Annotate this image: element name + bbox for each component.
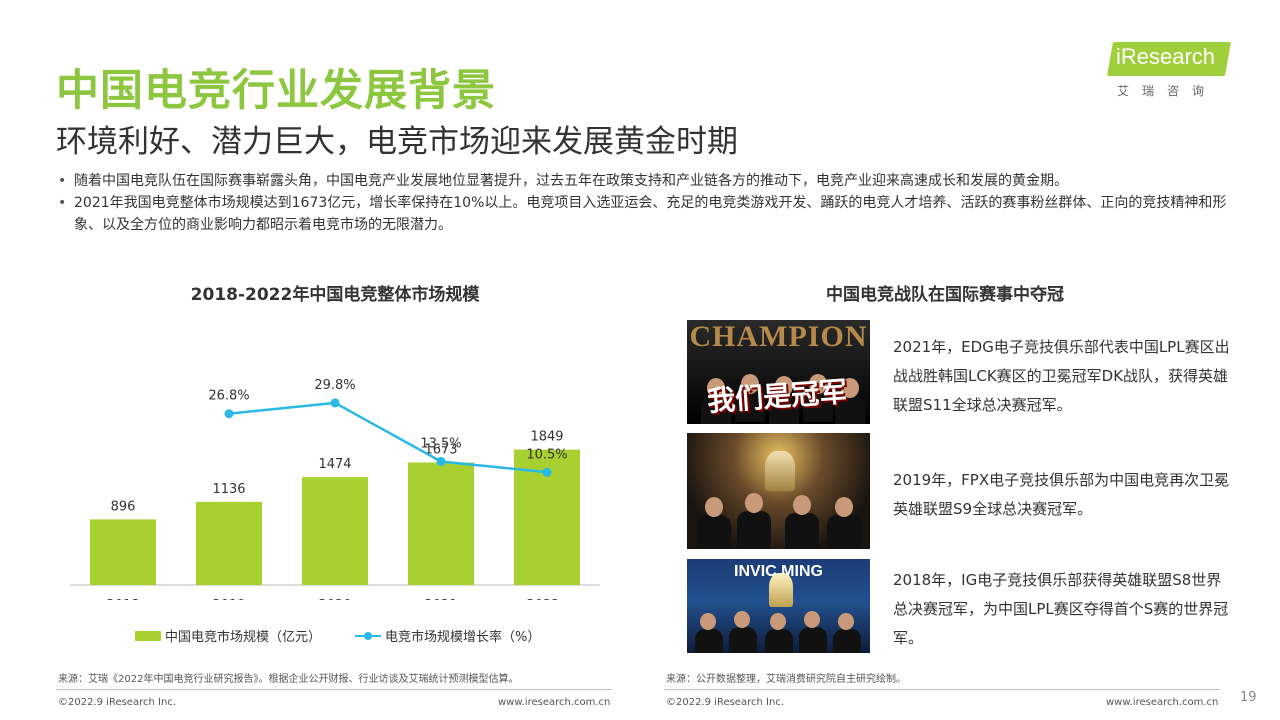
right-section-title: 中国电竞战队在国际赛事中夺冠 — [826, 285, 1064, 305]
bar-label-2020: 1474 — [318, 457, 351, 472]
copyright-left: ©2022.9 iResearch Inc. — [58, 697, 176, 708]
copyright-right: ©2022.9 iResearch Inc. — [666, 697, 784, 708]
bar-label-2019: 1136 — [212, 482, 245, 497]
rate-point-2022e — [542, 467, 552, 477]
logo-brand: iResearch — [1116, 44, 1216, 69]
bar-label-2022e: 1849 — [530, 430, 563, 445]
x-tick-2021: 2021 — [424, 598, 457, 600]
page-subtitle: 环境利好、潜力巨大，电竞市场迎来发展黄金时期 — [56, 124, 738, 160]
edg-champion-photo: CHAMPION 我们是冠军 — [687, 320, 870, 424]
url-right[interactable]: www.iresearch.com.cn — [1106, 697, 1219, 708]
photo-people — [687, 374, 870, 424]
summary-bullets: 随着中国电竞队伍在国际赛事崭露头角，中国电竞产业发展地位显著提升，过去五年在政策… — [58, 170, 1248, 236]
ig-champion-photo: INVIC MING — [687, 559, 870, 653]
rate-label-2019: 26.8% — [208, 389, 249, 404]
footer-divider-right — [664, 689, 1220, 690]
legend-bar-swatch — [135, 630, 161, 641]
url-left[interactable]: www.iresearch.com.cn — [498, 697, 611, 708]
photo-people — [687, 489, 870, 549]
photo-banner-text: INVIC MING — [734, 563, 823, 580]
bar-2019 — [196, 501, 262, 585]
growth-rate-line — [228, 401, 548, 474]
rate-label-2022e: 10.5% — [526, 447, 567, 462]
footer-divider-left — [56, 689, 612, 690]
bar-2018 — [90, 519, 156, 585]
bullet-item: 随着中国电竞队伍在国际赛事崭露头角，中国电竞产业发展地位显著提升，过去五年在政策… — [58, 170, 1248, 192]
x-tick-2020: 2020 — [318, 598, 351, 600]
page-number: 19 — [1240, 690, 1257, 705]
legend-line-swatch — [355, 631, 382, 641]
bar-label-2018: 896 — [111, 499, 136, 514]
bar-2021 — [408, 462, 474, 585]
fpx-description: 2019年，FPX电子竞技俱乐部为中国电竞再次卫冕英雄联盟S9全球总决赛冠军。 — [893, 471, 1230, 518]
edg-description: 2021年，EDG电子竞技俱乐部代表中国LPL赛区出战战胜韩国LCK赛区的卫冕冠… — [893, 338, 1230, 414]
bullet-item: 2021年我国电竞整体市场规模达到1673亿元，增长率保持在10%以上。电竞项目… — [58, 192, 1248, 236]
market-size-chart: 896 2018 1136 2019 1474 2020 1673 2021 1849 2022e… — [70, 378, 600, 600]
iresearch-logo: iResearch 艾瑞咨询 — [1107, 42, 1235, 100]
ig-description: 2018年，IG电子竞技俱乐部获得英雄联盟S8世界总决赛冠军，为中国LPL赛区夺… — [893, 571, 1229, 647]
page-title: 中国电竞行业发展背景 — [56, 66, 496, 116]
rate-label-2020: 29.8% — [314, 378, 355, 393]
x-tick-2018: 2018 — [106, 598, 139, 600]
rate-point-2020 — [330, 398, 340, 408]
photo-banner-text: CHAMPION — [689, 320, 868, 353]
trophy-icon — [769, 573, 793, 607]
legend-bar-label: 中国电竞市场规模（亿元） — [165, 630, 322, 645]
x-tick-2019: 2019 — [212, 598, 245, 600]
legend-line-label: 电竞市场规模增长率（%） — [385, 630, 541, 645]
trophy-icon — [765, 451, 795, 491]
fpx-champion-photo — [687, 433, 870, 549]
rate-point-2021 — [436, 456, 446, 466]
source-note-right: 来源：公开数据整理，艾瑞消费研究院自主研究绘制。 — [666, 674, 906, 685]
rate-point-2019 — [224, 409, 234, 419]
source-note-left: 来源：艾瑞《2022年中国电竞行业研究报告》。根据企业公开财报、行业访谈及艾瑞统… — [58, 674, 519, 685]
bar-label-2021: 1673 — [424, 443, 457, 458]
chart-legend: 中国电竞市场规模（亿元） 电竞市场规模增长率（%） — [135, 626, 540, 645]
bar-2020 — [302, 477, 368, 585]
photo-people — [687, 609, 870, 653]
chart-title: 2018-2022年中国电竞整体市场规模 — [190, 285, 480, 305]
rate-label-2021: 13.5% — [420, 436, 461, 451]
logo-subtext: 艾瑞咨询 — [1117, 84, 1218, 98]
x-tick-2022e: 2022e — [526, 598, 567, 600]
